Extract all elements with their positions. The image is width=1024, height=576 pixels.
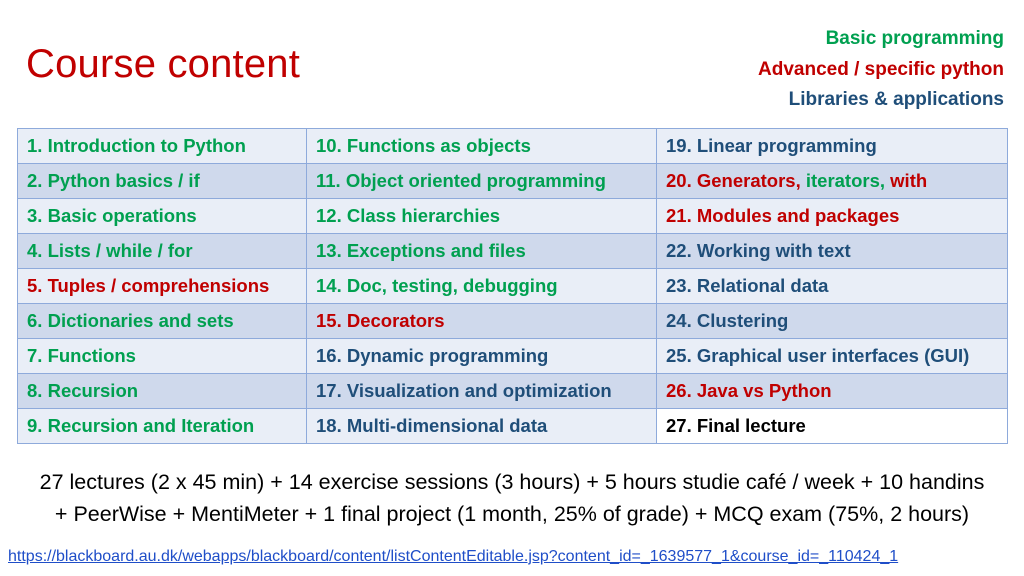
lecture-cell: 22. Working with text xyxy=(656,233,1008,269)
lecture-cell: 6. Dictionaries and sets xyxy=(17,303,307,339)
legend-advanced: Advanced / specific python xyxy=(758,58,1004,80)
course-summary: 27 lectures (2 x 45 min) + 14 exercise s… xyxy=(0,466,1024,530)
lecture-cell: 17. Visualization and optimization xyxy=(306,373,657,409)
table-row: 1. Introduction to Python 10. Functions … xyxy=(17,128,1008,164)
table-row: 6. Dictionaries and sets 15. Decorators … xyxy=(17,303,1008,339)
table-row: 4. Lists / while / for 13. Exceptions an… xyxy=(17,233,1008,269)
table-row: 9. Recursion and Iteration 18. Multi-dim… xyxy=(17,408,1008,444)
table-row: 2. Python basics / if 11. Object oriente… xyxy=(17,163,1008,199)
lecture-cell: 19. Linear programming xyxy=(656,128,1008,164)
lecture-cell: 14. Doc, testing, debugging xyxy=(306,268,657,304)
lecture-cell: 24. Clustering xyxy=(656,303,1008,339)
lecture-cell: 16. Dynamic programming xyxy=(306,338,657,374)
legend-libraries: Libraries & applications xyxy=(788,89,1004,110)
lecture-cell: 12. Class hierarchies xyxy=(306,198,657,234)
lecture-cell: 5. Tuples / comprehensions xyxy=(17,268,307,304)
lecture-cell: 4. Lists / while / for xyxy=(17,233,307,269)
lecture-cell: 21. Modules and packages xyxy=(656,198,1008,234)
lecture-cell: 20. Generators, iterators, with xyxy=(656,163,1008,199)
table-row: 7. Functions 16. Dynamic programming 25.… xyxy=(17,338,1008,374)
page-title: Course content xyxy=(26,42,301,86)
lecture-cell: 9. Recursion and Iteration xyxy=(17,408,307,444)
lecture-cell: 27. Final lecture xyxy=(656,408,1008,444)
lecture-cell: 18. Multi-dimensional data xyxy=(306,408,657,444)
lecture-cell: 8. Recursion xyxy=(17,373,307,409)
lecture-table: 1. Introduction to Python 10. Functions … xyxy=(17,128,1008,444)
lecture-cell: 23. Relational data xyxy=(656,268,1008,304)
lecture-cell: 2. Python basics / if xyxy=(17,163,307,199)
summary-line-1: 27 lectures (2 x 45 min) + 14 exercise s… xyxy=(39,470,985,494)
lecture-cell: 3. Basic operations xyxy=(17,198,307,234)
blackboard-link[interactable]: https://blackboard.au.dk/webapps/blackbo… xyxy=(8,548,899,565)
lecture-cell: 7. Functions xyxy=(17,338,307,374)
table-row: 8. Recursion 17. Visualization and optim… xyxy=(17,373,1008,409)
category-legend: Basic programming Advanced / specific py… xyxy=(758,24,1004,116)
lecture-cell: 10. Functions as objects xyxy=(306,128,657,164)
table-row: 3. Basic operations 12. Class hierarchie… xyxy=(17,198,1008,234)
summary-line-2: + PeerWise + MentiMeter + 1 final projec… xyxy=(54,502,970,526)
lecture-cell: 11. Object oriented programming xyxy=(306,163,657,199)
lecture-cell: 13. Exceptions and files xyxy=(306,233,657,269)
table-row: 5. Tuples / comprehensions 14. Doc, test… xyxy=(17,268,1008,304)
lecture-cell: 15. Decorators xyxy=(306,303,657,339)
lecture-cell: 25. Graphical user interfaces (GUI) xyxy=(656,338,1008,374)
legend-basic: Basic programming xyxy=(825,28,1004,49)
lecture-cell: 26. Java vs Python xyxy=(656,373,1008,409)
lecture-cell: 1. Introduction to Python xyxy=(17,128,307,164)
